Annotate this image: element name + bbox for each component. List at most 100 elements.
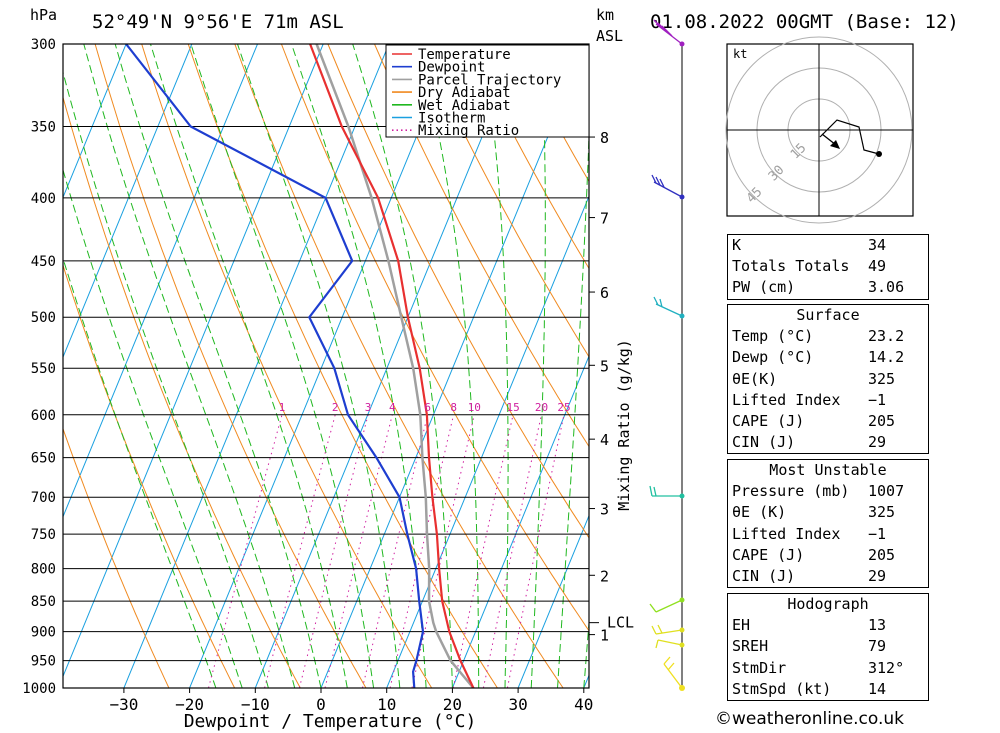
km-tick-label: 7 [600,210,609,228]
km-tick-label: 4 [600,431,609,449]
surface-dewp-label: Dewp (°C) [732,348,814,367]
mu-li-row: Lifted Index −1 [728,524,928,545]
mixing-ratio-line [452,414,514,688]
isobars [63,43,589,689]
wet-adiabat-line [482,44,509,688]
pw-value: 3.06 [868,278,905,297]
pw-row: PW (cm) 3.06 [728,277,928,298]
legend-label: Dewpoint [418,60,485,76]
dewpoint-line [125,44,425,688]
x-tick-label: 40 [574,695,593,714]
km-label: km [596,6,614,24]
stmdir-label: StmDir [732,658,787,677]
pressure-tick-label: 400 [31,191,56,207]
mixing-ratio-tick-label: 2 [332,401,339,414]
x-tick-label: −20 [175,695,204,714]
isotherm-line [386,195,589,688]
isotherm-line [63,44,324,678]
hodograph: kt 15 30 45 [725,36,914,224]
wind-dot-925 [679,642,685,648]
hodograph-unit: kt [733,47,747,61]
wind-dot-300 [679,41,685,47]
surface-cin-value: 29 [868,433,887,452]
sreh-label: SREH [732,637,769,656]
wind-barb-1000 [663,656,683,689]
km-tick-labels: 8 7 6 5 4 3 2 1 [589,129,609,645]
surface-theta-row: θE(K) 325 [728,369,928,390]
dry-adiabat-line [467,44,589,270]
surface-li-value: −1 [868,390,887,409]
mu-theta-row: θE (K) 325 [728,502,928,523]
stmdir-row: StmDir 312° [728,658,928,679]
wet-adiabat-line [114,44,322,688]
asl-label: ASL [596,27,623,45]
x-tick-label: 20 [443,695,462,714]
isotherm-line [254,44,521,688]
wind-profile [649,19,685,691]
wind-dot-900 [679,627,685,633]
surface-temp-row: Temp (°C) 23.2 [728,326,928,347]
surface-dewp-value: 14.2 [868,348,905,367]
surface-title: Surface [796,306,860,324]
stmspd-value: 14 [868,679,887,698]
wind-dot-500 [679,313,685,319]
pressure-tick-labels: 300 350 400 450 500 550 600 650 700 750 800 850 900 9… [22,37,56,697]
mixing-ratio-tick-label: 10 [468,401,481,414]
isotherm-line [63,44,258,518]
wind-barb-700 [649,485,682,497]
legend-label: Mixing Ratio [418,123,519,139]
mu-li-label: Lifted Index [732,524,841,543]
parcel-trajectory-line [315,44,475,688]
mu-pressure-row: Pressure (mb) 1007 [728,481,928,502]
dry-adiabat-line [327,44,589,539]
pressure-tick-label: 900 [31,625,56,641]
isotherm-line [63,44,127,199]
mixing-ratio-line [298,414,369,688]
isotherm-line [320,44,587,688]
pressure-tick-label: 700 [31,490,56,506]
mixing-ratio-tick-label: 20 [535,401,548,414]
wind-barb-300 [653,19,683,45]
surface-cape-value: 205 [868,411,896,430]
mu-cape-value: 205 [868,545,896,564]
mixing-ratio-tick-label: 4 [389,401,396,414]
isotherm-line [189,44,456,688]
dry-adiabat-line [420,44,589,358]
mu-cape-label: CAPE (J) [732,545,805,564]
pw-label: PW (cm) [732,278,796,297]
wind-barb-400 [651,174,683,198]
hodograph-trace [819,119,880,155]
wind-barb-850 [649,599,683,613]
dry-adiabat-line [980,44,1000,688]
pressure-tick-label: 300 [31,37,56,53]
x-tick-label: 0 [316,695,326,714]
mixing-ratio-tick-label: 15 [506,401,519,414]
km-tick-label: 6 [600,284,609,302]
wet-adiabat-line [291,44,427,688]
dry-adiabat-line [63,427,170,688]
wind-barb-925 [655,639,683,649]
x-tick-label: −30 [109,695,138,714]
hodograph-params-table: Hodograph EH 13 SREH 79 StmDir 312° StmSpd … [727,593,929,701]
x-axis-title: Dewpoint / Temperature (°C) [184,711,477,732]
pressure-tick-label: 750 [31,527,56,543]
eh-label: EH [732,616,751,635]
mu-cin-value: 29 [868,566,887,585]
mu-pressure-label: Pressure (mb) [732,482,850,501]
mu-li-value: −1 [868,524,887,543]
most-unstable-title: Most Unstable [769,461,887,479]
legend-label: Isotherm [418,111,485,127]
pressure-tick-label: 800 [31,562,56,578]
pressure-tick-label: 550 [31,361,56,377]
surface-cin-label: CIN (J) [732,433,796,452]
mu-theta-label: θE (K) [732,503,787,522]
storm-motion-arrowhead [830,140,840,149]
mixing-ratio-tick-label: 25 [557,401,570,414]
legend-box [385,44,590,138]
legend-label: Dry Adiabat [418,85,511,101]
series-layer [125,44,475,688]
wind-dot-1000 [679,685,685,691]
k-row: K 34 [728,235,928,256]
surface-li-row: Lifted Index −1 [728,390,928,411]
